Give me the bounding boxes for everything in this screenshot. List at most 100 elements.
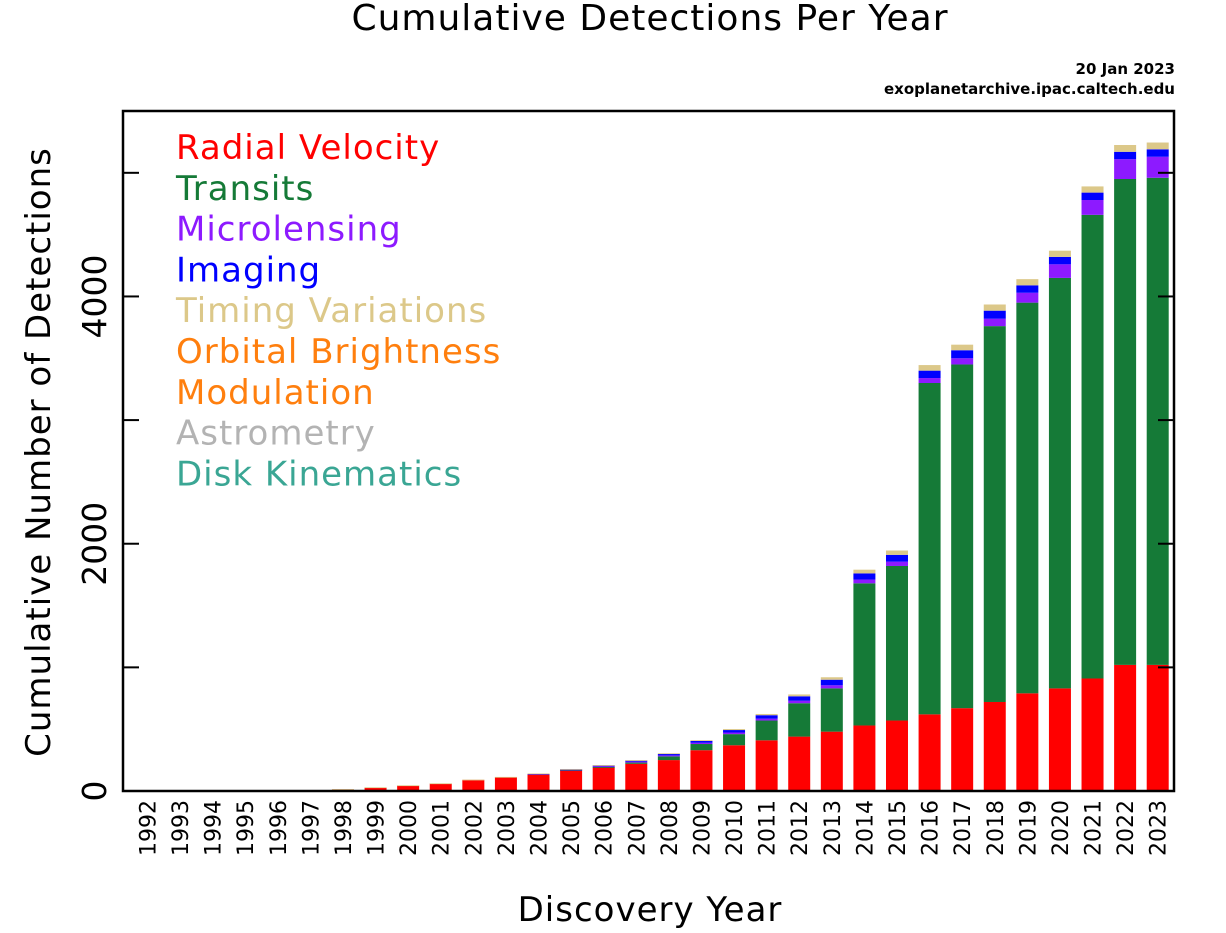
x-tick-label-2013: 2013 bbox=[821, 800, 846, 856]
x-tick-label-2007: 2007 bbox=[625, 800, 650, 856]
bar-2002-timing-variations bbox=[462, 779, 485, 781]
bar-2017-timing-variations bbox=[951, 344, 974, 351]
bar-2023-transits bbox=[1146, 177, 1169, 665]
x-tick-label-2003: 2003 bbox=[495, 800, 520, 856]
legend: Radial VelocityTransitsMicrolensingImagi… bbox=[175, 128, 500, 494]
bar-2020-timing-variations bbox=[1048, 250, 1071, 257]
bars-group bbox=[136, 142, 1169, 792]
bar-2010-radial-velocity bbox=[723, 745, 746, 791]
bar-2023-radial-velocity bbox=[1146, 664, 1169, 791]
x-tick-label-2006: 2006 bbox=[593, 800, 618, 856]
bar-2012-transits bbox=[788, 703, 811, 737]
x-tick-label-2004: 2004 bbox=[528, 800, 553, 856]
bar-2010-transits bbox=[723, 734, 746, 746]
x-tick-label-1992: 1992 bbox=[136, 800, 161, 856]
bar-2006-imaging bbox=[592, 765, 615, 767]
bar-2020-imaging bbox=[1048, 256, 1071, 265]
x-tick-label-2012: 2012 bbox=[788, 800, 813, 856]
bar-2022-transits bbox=[1114, 179, 1137, 665]
y-axis-ticks: 0 2000 4000 bbox=[75, 171, 1174, 802]
bar-2021-microlensing bbox=[1081, 200, 1104, 215]
x-axis-label: Discovery Year bbox=[518, 890, 783, 930]
chart-title: Cumulative Detections Per Year bbox=[351, 0, 948, 39]
bar-2010-microlensing bbox=[723, 732, 746, 735]
bar-2023-imaging bbox=[1146, 149, 1169, 157]
x-tick-label-2016: 2016 bbox=[919, 800, 944, 856]
x-tick-label-2011: 2011 bbox=[756, 800, 781, 856]
bar-2014-timing-variations bbox=[853, 569, 876, 574]
legend-item-radial-velocity: Radial Velocity bbox=[176, 128, 440, 168]
bar-2015-timing-variations bbox=[885, 550, 908, 555]
bar-2008-microlensing bbox=[657, 755, 680, 757]
x-tick-label-2019: 2019 bbox=[1016, 800, 1041, 856]
bar-2000-timing-variations bbox=[397, 785, 420, 787]
bar-2004-radial-velocity bbox=[527, 774, 550, 791]
bar-2006-microlensing bbox=[592, 766, 615, 768]
bar-2009-timing-variations bbox=[690, 740, 713, 741]
y-tick-label-2000: 2000 bbox=[75, 502, 114, 586]
x-tick-label-2020: 2020 bbox=[1049, 800, 1074, 856]
bar-2005-transits bbox=[560, 770, 583, 771]
bar-2016-imaging bbox=[918, 370, 941, 379]
bar-2015-radial-velocity bbox=[885, 720, 908, 791]
bar-2019-timing-variations bbox=[1016, 279, 1039, 286]
bar-2001-radial-velocity bbox=[429, 783, 452, 791]
bar-2012-timing-variations bbox=[788, 694, 811, 697]
bar-2011-radial-velocity bbox=[755, 740, 778, 791]
bar-2012-microlensing bbox=[788, 700, 811, 704]
x-tick-label-1995: 1995 bbox=[234, 800, 259, 856]
x-axis-ticks: 1992 1993 1994 1995 1996 1997 1998 1999 2000 2001… bbox=[136, 800, 1171, 856]
bar-2013-timing-variations bbox=[820, 677, 843, 680]
bar-2019-imaging bbox=[1016, 285, 1039, 293]
bar-2014-radial-velocity bbox=[853, 725, 876, 791]
x-tick-label-2018: 2018 bbox=[984, 800, 1009, 856]
credit-source: exoplanetarchive.ipac.caltech.edu bbox=[884, 80, 1175, 98]
bar-2007-imaging bbox=[625, 760, 648, 762]
bar-2008-timing-variations bbox=[657, 753, 680, 755]
bar-2008-radial-velocity bbox=[657, 760, 680, 791]
bar-2022-radial-velocity bbox=[1114, 664, 1137, 791]
legend-item-microlensing: Microlensing bbox=[176, 210, 402, 250]
bar-2008-transits bbox=[657, 756, 680, 761]
bar-2009-radial-velocity bbox=[690, 750, 713, 791]
bar-2021-transits bbox=[1081, 214, 1104, 679]
bar-2013-transits bbox=[820, 688, 843, 732]
bar-2015-transits bbox=[885, 565, 908, 721]
bar-2007-radial-velocity bbox=[625, 763, 648, 791]
y-axis-label: Cumulative Number of Detections bbox=[19, 147, 59, 757]
bar-2018-microlensing bbox=[983, 318, 1006, 327]
bar-2017-microlensing bbox=[951, 358, 974, 365]
bar-2015-imaging bbox=[885, 554, 908, 562]
legend-item-modulation: Modulation bbox=[176, 373, 375, 413]
bar-2019-microlensing bbox=[1016, 292, 1039, 303]
bar-2002-radial-velocity bbox=[462, 779, 485, 791]
bar-2004-timing-variations bbox=[527, 773, 550, 775]
plot-frame bbox=[121, 109, 1176, 793]
bar-2020-radial-velocity bbox=[1048, 688, 1071, 791]
bar-2009-microlensing bbox=[690, 742, 713, 745]
bar-2013-microlensing bbox=[820, 685, 843, 689]
bar-2015-microlensing bbox=[885, 561, 908, 566]
x-tick-label-2002: 2002 bbox=[462, 800, 487, 856]
legend-item-timing-variations: Timing Variations bbox=[175, 291, 487, 331]
bar-2012-imaging bbox=[788, 696, 811, 701]
bar-1998-timing-variations bbox=[331, 789, 354, 790]
x-tick-label-2022: 2022 bbox=[1114, 800, 1139, 856]
y-tick-label-4000: 4000 bbox=[75, 254, 114, 338]
bar-2007-timing-variations bbox=[625, 760, 648, 761]
bar-2018-transits bbox=[983, 326, 1006, 702]
x-tick-label-2008: 2008 bbox=[658, 800, 683, 856]
bar-2022-timing-variations bbox=[1114, 145, 1137, 152]
bar-2017-radial-velocity bbox=[951, 708, 974, 791]
bar-2012-radial-velocity bbox=[788, 736, 811, 791]
x-tick-label-1996: 1996 bbox=[267, 800, 292, 856]
bar-2017-imaging bbox=[951, 350, 974, 359]
bar-2009-imaging bbox=[690, 740, 713, 743]
bar-2018-imaging bbox=[983, 310, 1006, 319]
bar-2019-radial-velocity bbox=[1016, 693, 1039, 791]
bar-2016-radial-velocity bbox=[918, 714, 941, 791]
bar-2022-microlensing bbox=[1114, 159, 1137, 179]
x-tick-label-2015: 2015 bbox=[886, 800, 911, 856]
x-tick-label-2023: 2023 bbox=[1147, 800, 1172, 856]
